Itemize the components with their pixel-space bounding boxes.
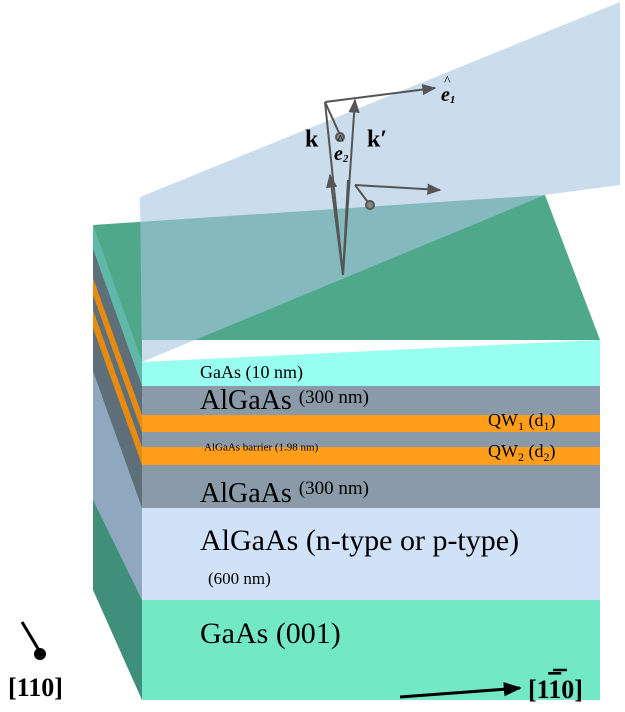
doped-thickness: (600 nm) xyxy=(208,569,271,588)
qw1-part: QW xyxy=(488,410,518,430)
qw1-part: (d xyxy=(524,410,544,431)
axis-1m10-open: [1 xyxy=(528,675,549,704)
qw2-part: 2 xyxy=(544,450,550,464)
qw2-part: ) xyxy=(550,441,556,462)
middle-barrier-label: AlGaAs barrier (1.98 nm) xyxy=(204,442,319,454)
qw2-part: 2 xyxy=(518,450,524,464)
e2-label: e2 xyxy=(334,143,349,165)
qw1-part: 1 xyxy=(544,419,550,433)
barrier-top-label: AlGaAs (300 nm) xyxy=(200,385,369,416)
e1-hat: ^ xyxy=(444,74,451,89)
cap-label: GaAs (10 nm) xyxy=(200,362,303,383)
axis-110-label: [110] xyxy=(8,673,63,702)
k-prime-label: k′ xyxy=(367,127,387,153)
qw2-label: QW2 (d2) xyxy=(488,441,556,464)
vectors xyxy=(324,84,442,276)
e2-hat: ^ xyxy=(337,133,344,148)
axis-1m10-label: [110] xyxy=(528,675,583,704)
axis-110-dot xyxy=(34,648,46,660)
axis-1m10-bar: 1 xyxy=(548,675,561,704)
cap-name: GaAs xyxy=(200,362,241,382)
qw1-label: QW1 (d1) xyxy=(488,410,556,433)
qw2-part: QW xyxy=(488,441,518,461)
e1-sub: 1 xyxy=(450,94,456,106)
barrier-bottom-name: AlGaAs xyxy=(200,478,292,509)
barrier-bottom-thickness: (300 nm) xyxy=(299,478,369,499)
substrate-label: GaAs (001) xyxy=(200,617,341,650)
barrier-top-thickness: (300 nm) xyxy=(299,387,369,408)
barrier-bottom-label: AlGaAs (300 nm) xyxy=(200,478,369,509)
k-label: k xyxy=(305,127,319,153)
qw2-part: (d xyxy=(524,441,544,462)
incidence-plane xyxy=(140,2,620,362)
doped-label: AlGaAs (n-type or p-type) xyxy=(200,524,519,557)
qw1-part: ) xyxy=(550,410,556,431)
e1-label: e1 xyxy=(441,84,455,106)
axis-1m10-close: 0] xyxy=(561,675,583,704)
e1-base: e xyxy=(441,84,450,106)
e2-base: e xyxy=(334,143,343,165)
front-face xyxy=(142,340,600,700)
qw1-part: 1 xyxy=(518,419,524,433)
axis-110-arrow xyxy=(20,621,42,653)
axis-1m10-arrow xyxy=(399,682,522,699)
barrier-top-name: AlGaAs xyxy=(200,385,292,416)
cap-thickness: (10 nm) xyxy=(246,362,304,383)
e2-sub: 2 xyxy=(342,153,349,165)
side-face xyxy=(93,225,142,700)
